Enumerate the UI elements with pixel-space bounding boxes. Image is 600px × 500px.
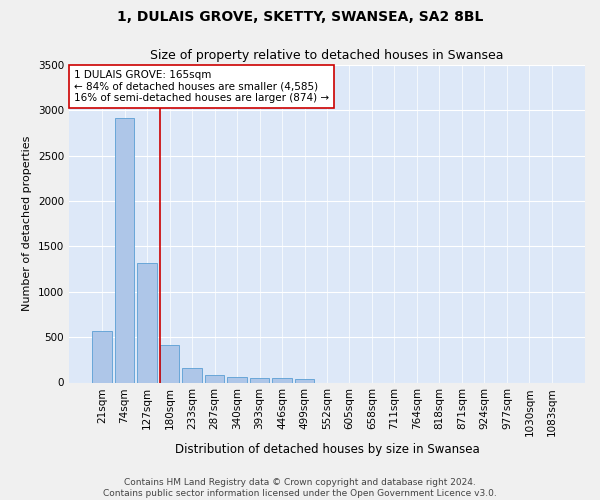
Y-axis label: Number of detached properties: Number of detached properties bbox=[22, 136, 32, 312]
Bar bbox=[92, 331, 112, 382]
Text: Contains HM Land Registry data © Crown copyright and database right 2024.
Contai: Contains HM Land Registry data © Crown c… bbox=[103, 478, 497, 498]
Bar bbox=[227, 377, 247, 382]
Bar bbox=[272, 378, 292, 382]
Bar bbox=[182, 368, 202, 382]
Text: 1, DULAIS GROVE, SKETTY, SWANSEA, SA2 8BL: 1, DULAIS GROVE, SKETTY, SWANSEA, SA2 8B… bbox=[117, 10, 483, 24]
Bar bbox=[295, 380, 314, 382]
Bar bbox=[250, 378, 269, 382]
X-axis label: Distribution of detached houses by size in Swansea: Distribution of detached houses by size … bbox=[175, 443, 479, 456]
Bar bbox=[115, 118, 134, 382]
Text: 1 DULAIS GROVE: 165sqm
← 84% of detached houses are smaller (4,585)
16% of semi-: 1 DULAIS GROVE: 165sqm ← 84% of detached… bbox=[74, 70, 329, 103]
Bar bbox=[137, 263, 157, 382]
Bar bbox=[205, 375, 224, 382]
Title: Size of property relative to detached houses in Swansea: Size of property relative to detached ho… bbox=[150, 50, 504, 62]
Bar bbox=[160, 346, 179, 383]
